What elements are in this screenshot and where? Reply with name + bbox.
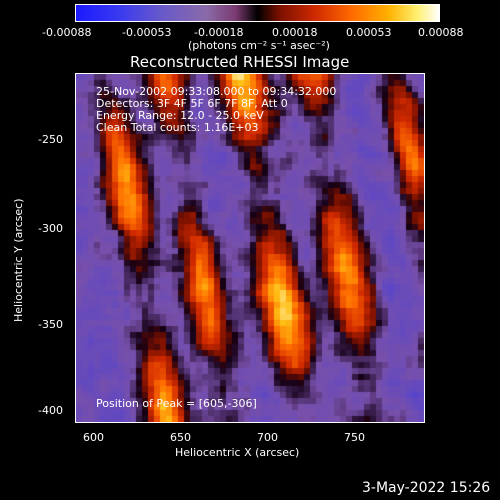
y-axis-label: Heliocentric Y (arcsec) (12, 198, 25, 322)
colorbar-tick-5: 0.00053 (346, 26, 392, 39)
x-tick-700: 700 (257, 431, 278, 444)
heatmap-plot: 25-Nov-2002 09:33:08.000 to 09:34:32.000… (75, 73, 425, 423)
info-time-range: 25-Nov-2002 09:33:08.000 to 09:34:32.000 (96, 85, 337, 98)
footer-date: 3-May-2022 15:26 (362, 480, 491, 496)
colorbar (75, 4, 440, 22)
plot-title: Reconstructed RHESSI Image (130, 53, 350, 71)
x-tick-600: 600 (83, 431, 104, 444)
y-tick-m250: -250 (38, 133, 63, 146)
colorbar-tick-4: 0.00018 (272, 26, 318, 39)
info-peak-position: Position of Peak = [605,-306] (96, 397, 257, 410)
y-tick-m350: -350 (38, 318, 63, 331)
heatmap-image (76, 74, 424, 422)
info-energy-range: Energy Range: 12.0 - 25.0 keV (96, 109, 264, 122)
colorbar-units-label: (photons cm⁻² s⁻¹ asec⁻²) (188, 39, 330, 52)
colorbar-tick-6: 0.00088 (418, 26, 464, 39)
x-tick-650: 650 (170, 431, 191, 444)
colorbar-tick-2: -0.00053 (122, 26, 172, 39)
colorbar-tick-3: -0.00018 (194, 26, 244, 39)
colorbar-tick-1: -0.00088 (42, 26, 92, 39)
x-tick-750: 750 (344, 431, 365, 444)
y-tick-m300: -300 (38, 222, 63, 235)
y-tick-m400: -400 (38, 404, 63, 417)
info-clean-counts: Clean Total counts: 1.16E+03 (96, 121, 259, 134)
info-detectors: Detectors: 3F 4F 5F 6F 7F 8F, Att 0 (96, 97, 288, 110)
x-axis-label: Heliocentric X (arcsec) (175, 446, 300, 459)
